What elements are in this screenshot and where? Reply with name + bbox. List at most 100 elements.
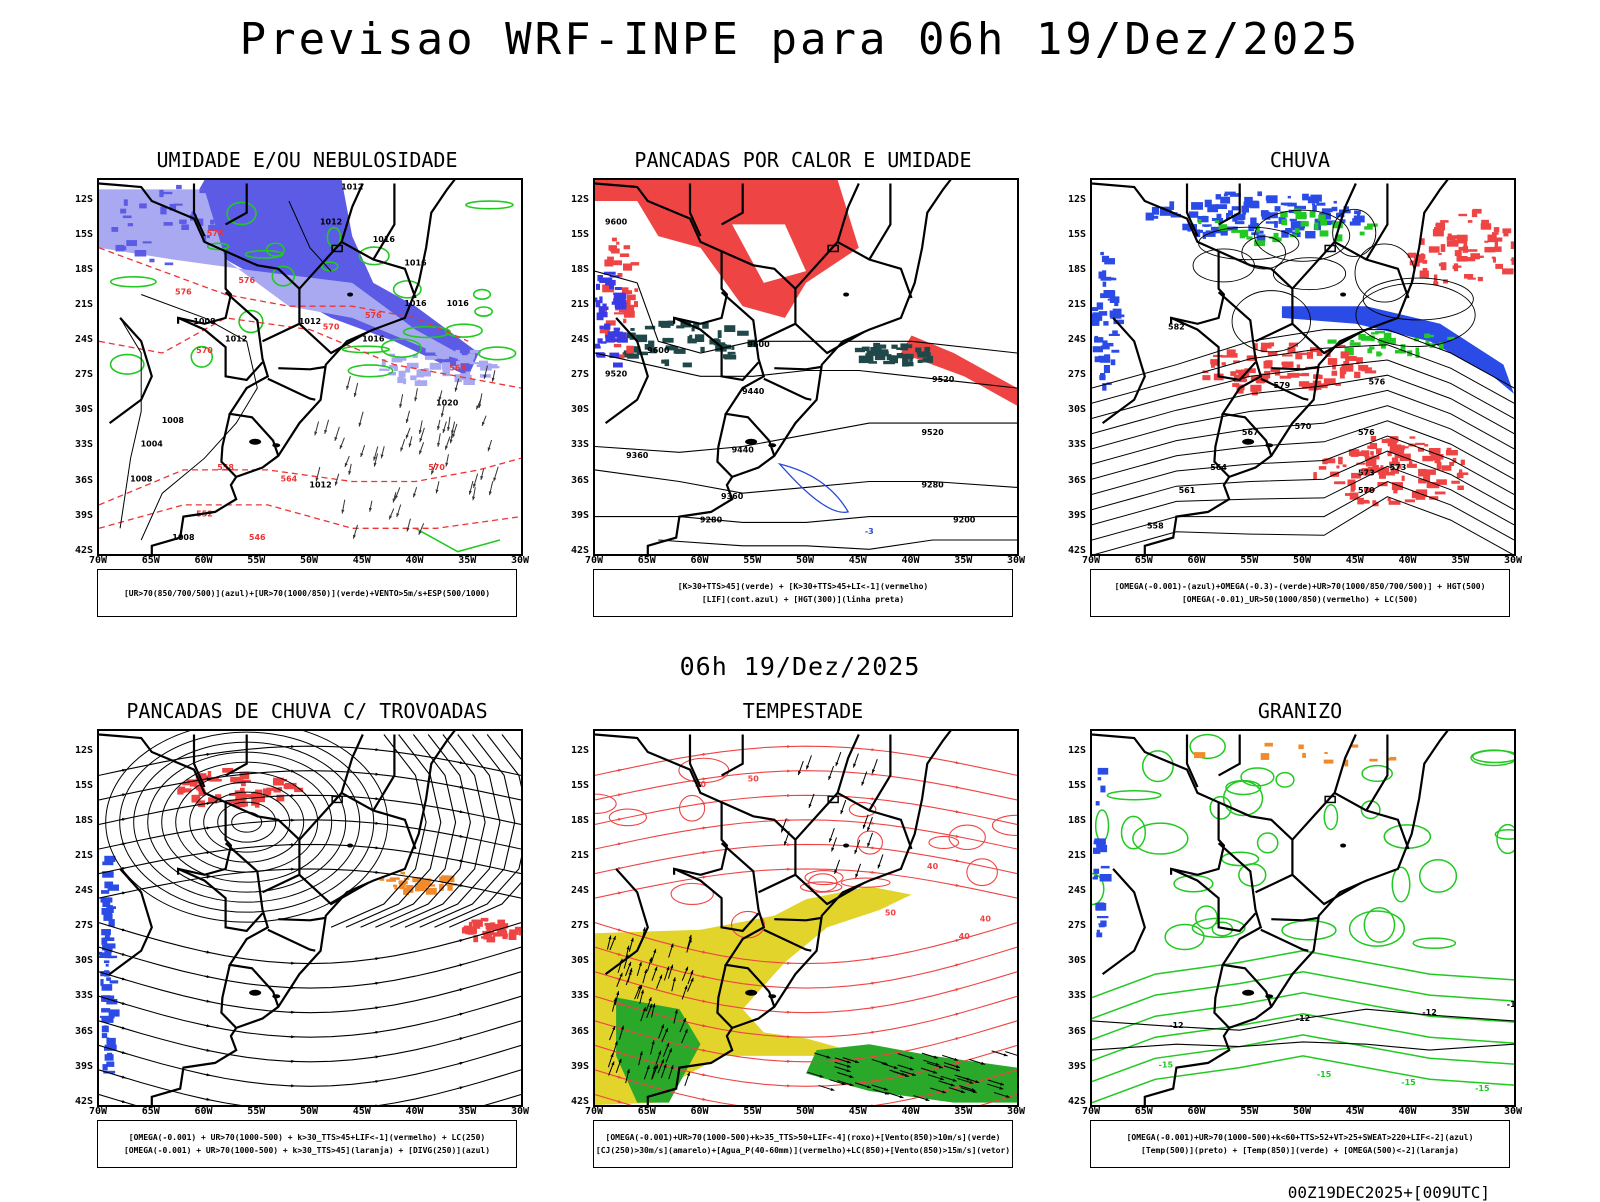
legend-line: [LIF](cont.azul) + [HGT(300)](linha pret… [702, 593, 904, 606]
contour-label: 1016 [362, 334, 385, 343]
lon-tick-label: 65W [1135, 1106, 1153, 1117]
lon-tick-label: 45W [353, 555, 371, 566]
contour-label: 40 [959, 932, 971, 941]
lat-tick-label: 39S [1064, 510, 1086, 521]
lat-tick-label: 39S [1064, 1061, 1086, 1072]
lon-tick-label: 40W [406, 555, 424, 566]
contour-label: 1016 [404, 299, 427, 308]
lat-tick-label: 12S [1064, 745, 1086, 756]
lat-tick-label: 21S [71, 299, 93, 310]
lat-tick-label: 36S [567, 1026, 589, 1037]
lat-tick-label: 36S [567, 475, 589, 486]
contour-label: 576 [365, 311, 382, 320]
lat-tick-label: 18S [1064, 264, 1086, 275]
contour-label: 1008 [162, 416, 185, 425]
lat-tick-label: 33S [567, 990, 589, 1001]
contour-label: 1008 [130, 475, 153, 484]
contour-label: 1012 [309, 480, 331, 489]
contour-label: 1004 [141, 439, 164, 448]
lon-tick-label: 30W [511, 555, 529, 566]
lat-tick-label: 33S [71, 439, 93, 450]
lat-tick-label: 12S [71, 194, 93, 205]
lon-tick-label: 65W [1135, 555, 1153, 566]
contour-label: 50 [885, 909, 897, 918]
lon-tick-label: 65W [638, 1106, 656, 1117]
contour-label: 576 [1358, 428, 1375, 437]
forecast-time-label: 06h 19/Dez/2025 [0, 652, 1600, 681]
lat-tick-label: 39S [567, 510, 589, 521]
lon-tick-label: 35W [458, 1106, 476, 1117]
contour-label: -12 [1296, 1014, 1310, 1023]
contour-label: 570 [323, 323, 340, 332]
contour-label: 576 [1368, 378, 1385, 387]
lon-tick-label: 40W [406, 1106, 424, 1117]
lat-tick-label: 27S [1064, 920, 1086, 931]
lat-tick-label: 15S [567, 780, 589, 791]
lat-tick-label: 12S [1064, 194, 1086, 205]
lon-tick-label: 30W [1007, 1106, 1025, 1117]
panel-title: PANCADAS DE CHUVA C/ TROVOADAS [97, 699, 517, 723]
legend-line: [OMEGA(-0.001) + UR>70(1000-500) + k>30_… [129, 1131, 485, 1144]
lat-tick-label: 18S [71, 264, 93, 275]
contour-label: 576 [175, 288, 192, 297]
lat-tick-label: 24S [1064, 885, 1086, 896]
lat-tick-label: 33S [1064, 439, 1086, 450]
lon-tick-label: 45W [849, 555, 867, 566]
contour-label: 1008 [172, 533, 195, 542]
lon-tick-label: 70W [585, 1106, 603, 1117]
lon-tick-label: 45W [1346, 555, 1364, 566]
contour-label: 561 [1179, 486, 1196, 495]
contour-label: 1012 [225, 334, 247, 343]
contour-label: 564 [449, 364, 466, 373]
lon-tick-label: 60W [1188, 1106, 1206, 1117]
lat-tick-label: 42S [71, 1096, 93, 1107]
lat-tick-label: 15S [1064, 780, 1086, 791]
lon-tick-label: 60W [1188, 555, 1206, 566]
weather-map [97, 729, 523, 1107]
contour-label: 1016 [447, 299, 470, 308]
lat-tick-label: 15S [1064, 229, 1086, 240]
lon-tick-label: 35W [1451, 1106, 1469, 1117]
contour-label: 573 [1390, 463, 1407, 472]
contour-label: 564 [281, 475, 298, 484]
lon-tick-label: 55W [247, 555, 265, 566]
lat-tick-label: 27S [71, 369, 93, 380]
weather-map: -12-12-12-12-15-15-15-15 [1090, 729, 1516, 1107]
lat-tick-label: 27S [1064, 369, 1086, 380]
lon-tick-label: 35W [458, 555, 476, 566]
lon-tick-label: 60W [195, 1106, 213, 1117]
lon-tick-label: 70W [1082, 555, 1100, 566]
contour-label: 9520 [921, 428, 944, 437]
legend-line: [Temp(500)](preto) + [Temp(850)](verde) … [1141, 1144, 1459, 1157]
contour-label: 1020 [436, 399, 459, 408]
lat-tick-label: 36S [1064, 1026, 1086, 1037]
panel-title: PANCADAS POR CALOR E UMIDADE [593, 148, 1013, 172]
legend-line: [UR>70(850/700/500)](azul)+[UR>70(1000/8… [124, 587, 490, 600]
contour-label: 570 [196, 346, 213, 355]
lon-tick-label: 30W [1007, 555, 1025, 566]
contour-label: 9600 [647, 346, 670, 355]
contour-label: 570 [428, 463, 445, 472]
panel-title: TEMPESTADE [593, 699, 1013, 723]
legend-box: [OMEGA(-0.001)-(azul)+OMEGA(-0.3)-(verde… [1090, 569, 1510, 617]
lon-tick-label: 45W [849, 1106, 867, 1117]
contour-label: 570 [1358, 486, 1375, 495]
lon-tick-label: 35W [954, 555, 972, 566]
lon-tick-label: 50W [1293, 1106, 1311, 1117]
lat-tick-label: 36S [71, 1026, 93, 1037]
lat-tick-label: 39S [567, 1061, 589, 1072]
contour-label: -12 [1507, 1000, 1514, 1009]
lat-tick-label: 27S [567, 920, 589, 931]
lat-tick-label: 15S [71, 780, 93, 791]
lat-tick-label: 27S [71, 920, 93, 931]
lat-tick-label: 21S [71, 850, 93, 861]
lat-tick-label: 33S [567, 439, 589, 450]
lat-tick-label: 36S [1064, 475, 1086, 486]
lon-tick-label: 70W [1082, 1106, 1100, 1117]
lat-tick-label: 15S [567, 229, 589, 240]
lat-tick-label: 27S [567, 369, 589, 380]
